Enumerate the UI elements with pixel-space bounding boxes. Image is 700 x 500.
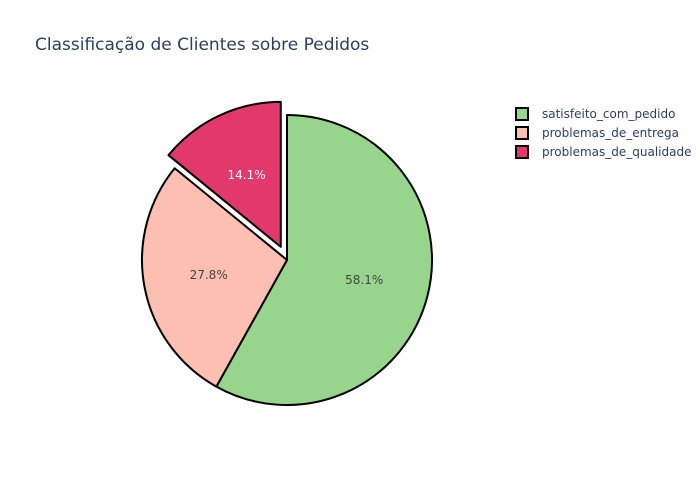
slice-percent-label: 14.1%: [228, 168, 266, 182]
legend-item-problemas-de-entrega[interactable]: problemas_de_entrega: [515, 126, 679, 140]
slice-percent-label: 58.1%: [345, 273, 383, 287]
pie-slice-labels: 58.1% 27.8% 14.1%: [190, 168, 384, 287]
legend-item-satisfeito-com-pedido[interactable]: satisfeito_com_pedido: [515, 107, 675, 121]
pie-slice-problemas-de-qualidade[interactable]: [167, 100, 282, 248]
legend-label: satisfeito_com_pedido: [542, 107, 675, 121]
slice-percent-label: 27.8%: [190, 268, 228, 282]
pie-slice-satisfeito-com-pedido[interactable]: [215, 114, 433, 406]
legend-label: problemas_de_entrega: [542, 126, 679, 140]
legend[interactable]: satisfeito_com_pedido problemas_de_entreg…: [515, 107, 691, 159]
pie-slices: [141, 100, 433, 406]
legend-swatch: [515, 126, 529, 140]
pie-slice-problemas-de-entrega[interactable]: [141, 167, 288, 388]
legend-swatch: [515, 145, 529, 159]
legend-swatch: [515, 107, 529, 121]
legend-item-problemas-de-qualidade[interactable]: problemas_de_qualidade: [515, 145, 691, 159]
legend-label: problemas_de_qualidade: [542, 145, 691, 159]
chart-title: Classificação de Clientes sobre Pedidos: [35, 35, 369, 55]
